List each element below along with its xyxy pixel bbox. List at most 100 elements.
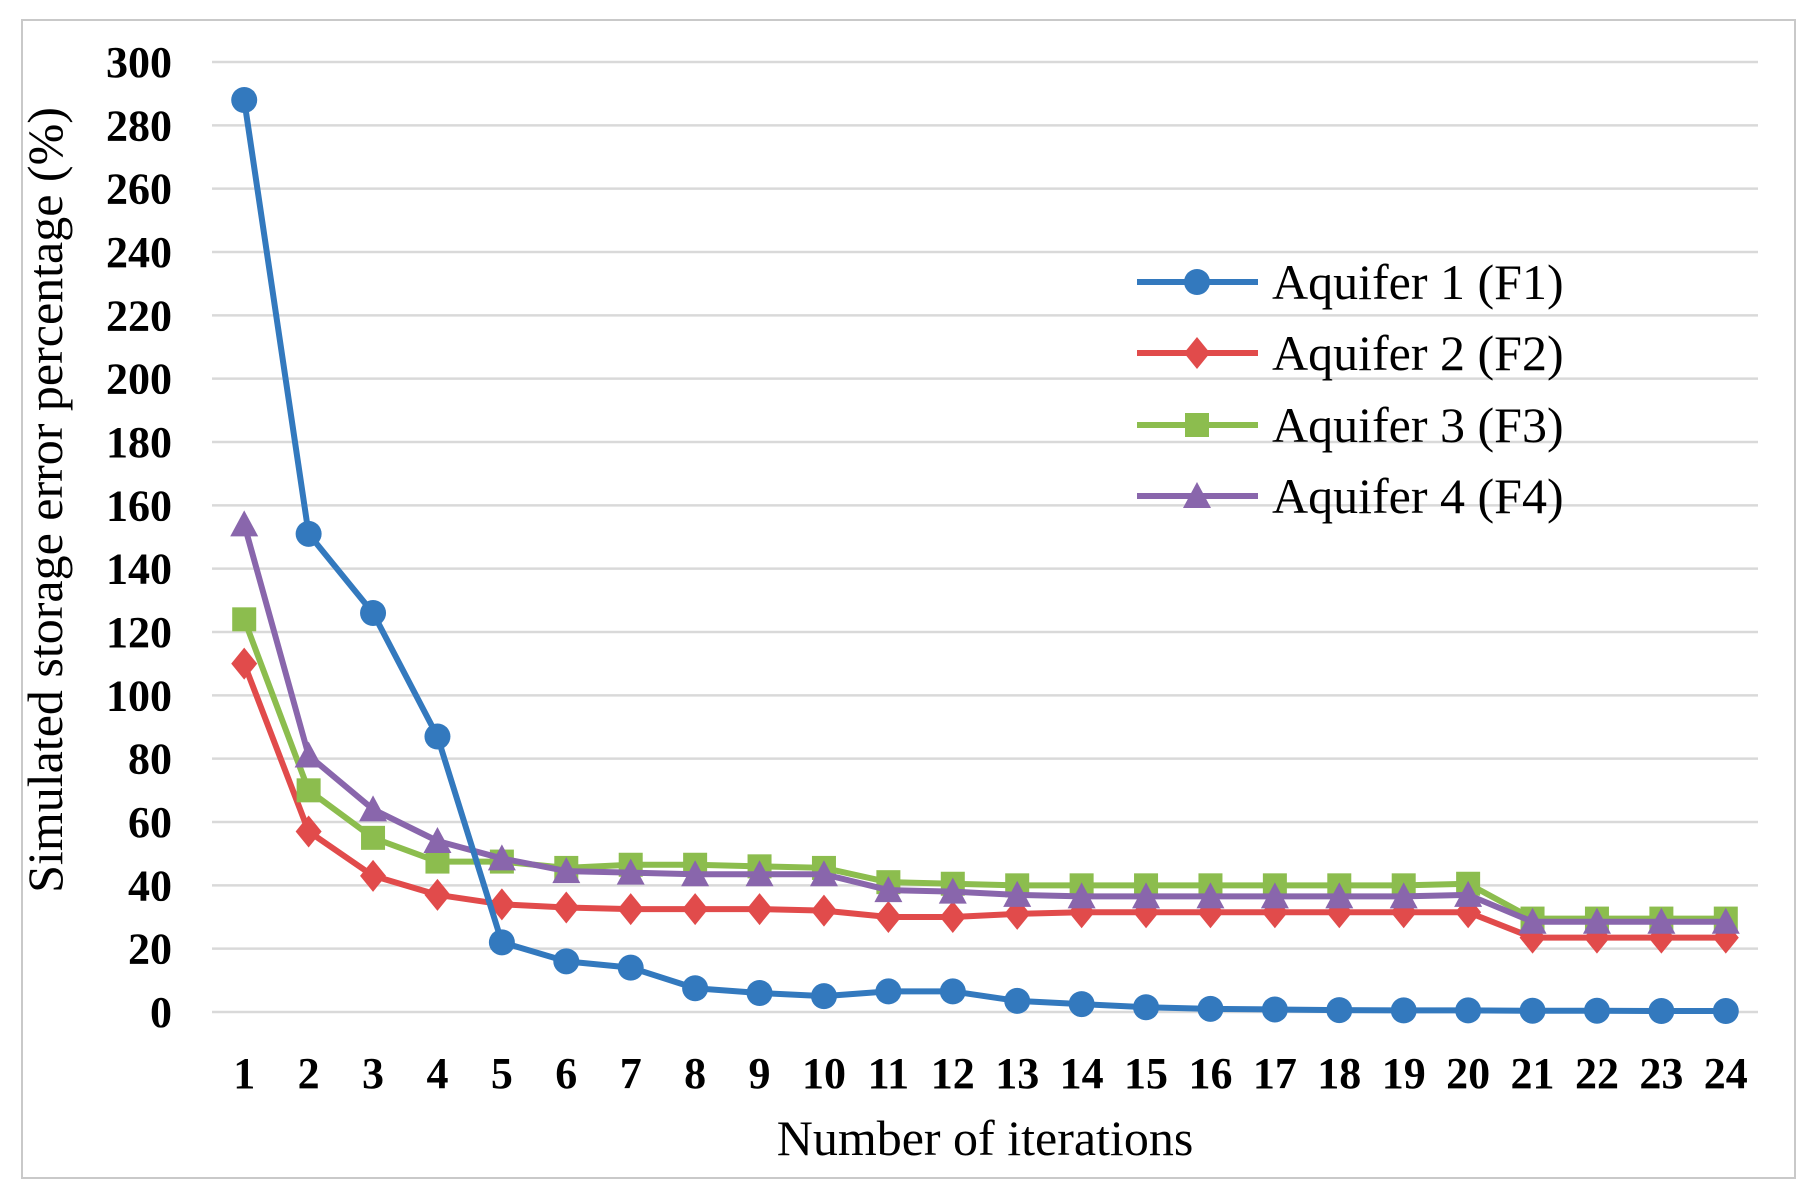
series-aquifer-4-f4 bbox=[230, 510, 1740, 934]
data-point-marker-aquifer-2-f2 bbox=[424, 878, 451, 911]
data-point-marker-aquifer-4-f4 bbox=[616, 858, 645, 885]
x-tick-label: 24 bbox=[1704, 1049, 1748, 1098]
x-tick-label: 14 bbox=[1060, 1049, 1104, 1098]
data-point-marker-aquifer-1-f1 bbox=[939, 978, 966, 1005]
y-tick-label: 300 bbox=[106, 38, 172, 87]
data-point-marker-aquifer-1-f1 bbox=[810, 983, 837, 1010]
data-point-marker-aquifer-3-f3 bbox=[425, 849, 450, 874]
x-tick-label: 3 bbox=[362, 1049, 384, 1098]
x-tick-label: 8 bbox=[684, 1049, 706, 1098]
x-tick-label: 21 bbox=[1511, 1049, 1555, 1098]
x-tick-label: 5 bbox=[491, 1049, 513, 1098]
legend-marker-circle-icon bbox=[1184, 269, 1210, 295]
legend-item-aquifer-3-f3: Aquifer 3 (F3) bbox=[1137, 397, 1564, 453]
legend-marker-diamond-icon bbox=[1184, 337, 1210, 369]
y-tick-label: 100 bbox=[106, 671, 172, 720]
data-point-marker-aquifer-1-f1 bbox=[1068, 991, 1095, 1018]
y-tick-label: 40 bbox=[128, 861, 172, 910]
data-point-marker-aquifer-2-f2 bbox=[939, 901, 966, 933]
legend: Aquifer 1 (F1) Aquifer 2 (F2) Aquifer 3 (F… bbox=[1137, 254, 1564, 524]
x-axis-title: Number of iterations bbox=[777, 1110, 1194, 1166]
series-aquifer-1-f1 bbox=[231, 87, 1739, 1025]
data-point-marker-aquifer-2-f2 bbox=[553, 891, 580, 924]
data-point-marker-aquifer-1-f1 bbox=[1455, 997, 1482, 1024]
data-point-marker-aquifer-4-f4 bbox=[745, 860, 774, 887]
legend-item-aquifer-4-f4: Aquifer 4 (F4) bbox=[1137, 468, 1564, 524]
x-axis-tick-labels: 1 2 3 4 5 6 7 8 9 10 11 12 13 14 15 16 17 18 19 20 21 22 23 24 bbox=[233, 1049, 1748, 1098]
x-tick-label: 10 bbox=[802, 1049, 846, 1098]
x-tick-label: 20 bbox=[1446, 1049, 1490, 1098]
data-point-marker-aquifer-1-f1 bbox=[424, 723, 451, 750]
data-point-marker-aquifer-1-f1 bbox=[360, 600, 387, 626]
data-point-marker-aquifer-1-f1 bbox=[1583, 997, 1610, 1024]
data-point-marker-aquifer-4-f4 bbox=[230, 510, 259, 537]
data-point-marker-aquifer-1-f1 bbox=[1712, 998, 1739, 1025]
data-point-marker-aquifer-4-f4 bbox=[1518, 907, 1547, 934]
x-tick-label: 15 bbox=[1124, 1049, 1168, 1098]
data-point-marker-aquifer-4-f4 bbox=[1711, 907, 1740, 934]
data-point-marker-aquifer-3-f3 bbox=[232, 607, 257, 632]
data-point-marker-aquifer-2-f2 bbox=[617, 893, 644, 926]
data-point-marker-aquifer-1-f1 bbox=[1133, 994, 1160, 1021]
data-point-marker-aquifer-2-f2 bbox=[360, 859, 387, 892]
data-point-marker-aquifer-3-f3 bbox=[361, 825, 386, 850]
data-point-marker-aquifer-4-f4 bbox=[1582, 907, 1611, 934]
data-point-marker-aquifer-1-f1 bbox=[617, 954, 644, 981]
data-point-marker-aquifer-4-f4 bbox=[1647, 907, 1676, 934]
data-point-marker-aquifer-4-f4 bbox=[874, 876, 903, 903]
y-tick-label: 240 bbox=[106, 228, 172, 277]
y-tick-label: 120 bbox=[106, 608, 172, 657]
y-tick-label: 220 bbox=[106, 291, 172, 340]
x-tick-label: 17 bbox=[1253, 1049, 1297, 1098]
y-tick-label: 60 bbox=[128, 798, 172, 847]
x-tick-label: 19 bbox=[1382, 1049, 1426, 1098]
x-tick-label: 9 bbox=[749, 1049, 771, 1098]
legend-label-aquifer-3-f3: Aquifer 3 (F3) bbox=[1272, 397, 1564, 453]
data-point-marker-aquifer-2-f2 bbox=[810, 894, 837, 927]
legend-label-aquifer-4-f4: Aquifer 4 (F4) bbox=[1272, 468, 1564, 524]
data-point-marker-aquifer-1-f1 bbox=[488, 929, 515, 956]
legend-item-aquifer-1-f1: Aquifer 1 (F1) bbox=[1137, 254, 1564, 310]
x-tick-label: 22 bbox=[1575, 1049, 1619, 1098]
data-point-marker-aquifer-4-f4 bbox=[294, 741, 323, 768]
data-point-marker-aquifer-2-f2 bbox=[682, 893, 709, 926]
data-point-marker-aquifer-4-f4 bbox=[1196, 882, 1225, 909]
data-point-marker-aquifer-1-f1 bbox=[1390, 997, 1417, 1024]
x-tick-label: 2 bbox=[298, 1049, 320, 1098]
data-point-marker-aquifer-1-f1 bbox=[553, 948, 580, 975]
data-point-marker-aquifer-4-f4 bbox=[1325, 882, 1354, 909]
data-point-marker-aquifer-1-f1 bbox=[1197, 995, 1224, 1022]
x-tick-label: 18 bbox=[1317, 1049, 1361, 1098]
data-point-marker-aquifer-1-f1 bbox=[231, 87, 258, 113]
data-point-marker-aquifer-4-f4 bbox=[1260, 882, 1289, 909]
data-point-marker-aquifer-1-f1 bbox=[1648, 998, 1675, 1025]
y-tick-label: 180 bbox=[106, 418, 172, 467]
y-tick-label: 20 bbox=[128, 925, 172, 974]
data-point-marker-aquifer-4-f4 bbox=[1132, 882, 1161, 909]
data-point-marker-aquifer-4-f4 bbox=[1003, 880, 1032, 907]
data-point-marker-aquifer-4-f4 bbox=[809, 860, 838, 887]
y-tick-label: 80 bbox=[128, 735, 172, 784]
data-point-marker-aquifer-2-f2 bbox=[231, 647, 258, 680]
y-tick-label: 200 bbox=[106, 355, 172, 404]
data-point-marker-aquifer-1-f1 bbox=[682, 975, 709, 1002]
chart-frame bbox=[21, 19, 1796, 1179]
data-point-marker-aquifer-4-f4 bbox=[552, 857, 581, 884]
data-point-marker-aquifer-2-f2 bbox=[875, 901, 902, 933]
data-point-marker-aquifer-1-f1 bbox=[1261, 996, 1288, 1023]
x-tick-label: 16 bbox=[1188, 1049, 1232, 1098]
y-axis-title: Simulated storage error percentage (%) bbox=[17, 107, 73, 893]
x-tick-label: 23 bbox=[1639, 1049, 1683, 1098]
data-point-marker-aquifer-1-f1 bbox=[295, 520, 322, 547]
data-point-marker-aquifer-2-f2 bbox=[746, 893, 773, 926]
data-point-marker-aquifer-3-f3 bbox=[296, 778, 321, 803]
data-point-marker-aquifer-1-f1 bbox=[1519, 997, 1546, 1024]
x-tick-label: 12 bbox=[931, 1049, 975, 1098]
legend-item-aquifer-2-f2: Aquifer 2 (F2) bbox=[1137, 325, 1564, 381]
x-tick-label: 4 bbox=[426, 1049, 448, 1098]
data-point-marker-aquifer-4-f4 bbox=[359, 795, 388, 822]
x-tick-label: 6 bbox=[555, 1049, 577, 1098]
y-axis-tick-labels: 0 20 40 60 80 100 120 140 160 180 200 220 240 260 280 3… bbox=[106, 38, 172, 1037]
